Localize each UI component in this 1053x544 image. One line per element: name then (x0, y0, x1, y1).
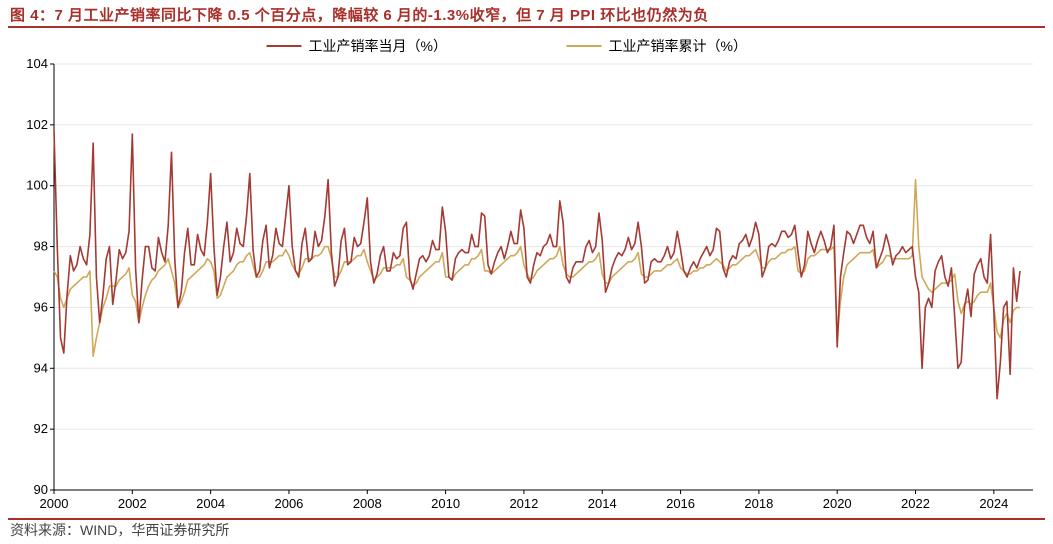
svg-text:2018: 2018 (744, 496, 773, 511)
svg-text:2000: 2000 (40, 496, 69, 511)
svg-text:2024: 2024 (979, 496, 1008, 511)
svg-text:104: 104 (26, 56, 48, 71)
svg-text:2008: 2008 (353, 496, 382, 511)
svg-text:2020: 2020 (823, 496, 852, 511)
svg-text:2004: 2004 (196, 496, 225, 511)
svg-text:96: 96 (34, 299, 48, 314)
chart-title: 图 4：7 月工业产销率同比下降 0.5 个百分点，降幅较 6 月的-1.3%收… (10, 4, 1043, 25)
svg-text:92: 92 (34, 421, 48, 436)
svg-text:2002: 2002 (118, 496, 147, 511)
svg-text:2012: 2012 (509, 496, 538, 511)
chart-source: 资料来源：WIND，华西证券研究所 (10, 520, 1043, 540)
svg-text:94: 94 (34, 360, 48, 375)
svg-text:2006: 2006 (274, 496, 303, 511)
chart-area: 90 92 94 96 98 100 102 104 2000 2002 2004 2006 2008 2… (10, 30, 1043, 516)
svg-text:工业产销率累计（%）: 工业产销率累计（%） (609, 38, 747, 54)
svg-text:2010: 2010 (431, 496, 460, 511)
svg-text:98: 98 (34, 239, 48, 254)
svg-text:90: 90 (34, 482, 48, 497)
figure-container: 图 4：7 月工业产销率同比下降 0.5 个百分点，降幅较 6 月的-1.3%收… (0, 0, 1053, 544)
svg-text:2022: 2022 (901, 496, 930, 511)
svg-text:2016: 2016 (666, 496, 695, 511)
svg-text:102: 102 (26, 117, 48, 132)
svg-text:100: 100 (26, 178, 48, 193)
line-chart-svg: 90 92 94 96 98 100 102 104 2000 2002 2004 2006 2008 2… (10, 30, 1043, 516)
title-underline (8, 26, 1045, 28)
svg-text:工业产销率当月（%）: 工业产销率当月（%） (309, 38, 447, 54)
svg-text:2014: 2014 (588, 496, 617, 511)
